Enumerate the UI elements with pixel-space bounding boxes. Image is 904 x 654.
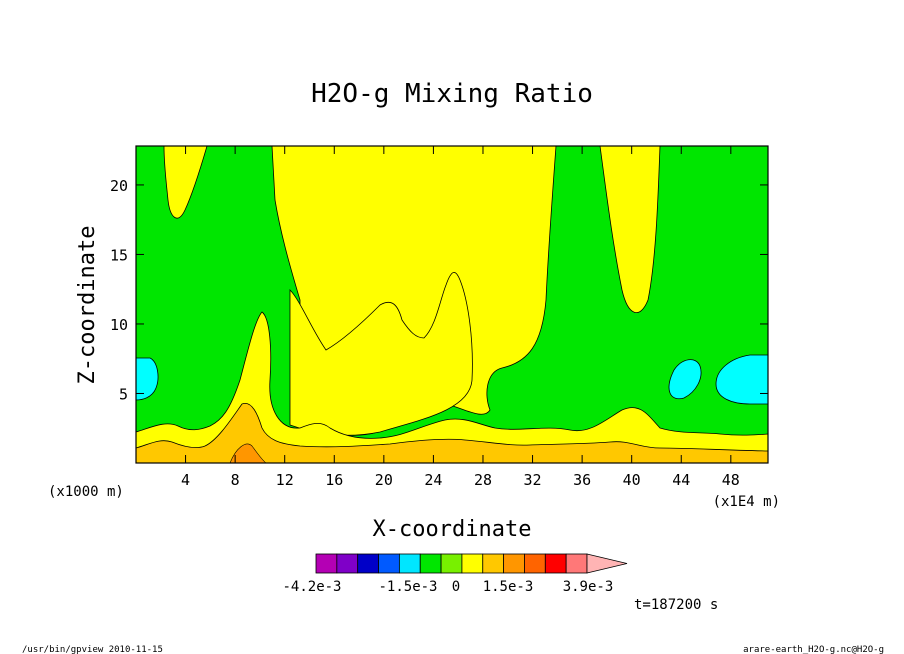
x-tick-label: 8 <box>231 471 240 489</box>
x-axis-label: X-coordinate <box>373 517 532 542</box>
x-tick-label: 20 <box>375 471 393 489</box>
y-tick-label: 10 <box>110 316 128 334</box>
y-tick-label: 5 <box>119 385 128 403</box>
colorbar-segment <box>503 553 525 574</box>
yellow-region-right <box>599 146 661 313</box>
colorbar <box>315 553 628 574</box>
x-tick-label: 24 <box>424 471 442 489</box>
colorbar-segment <box>565 553 588 574</box>
colorbar-tick-label: -4.2e-3 <box>282 579 341 595</box>
colorbar-tick-label: 0 <box>452 579 460 595</box>
plot-frame <box>135 145 769 464</box>
colorbar-segment <box>482 553 505 574</box>
yellow-region-lobes <box>289 271 473 436</box>
x-tick-label: 32 <box>524 471 542 489</box>
colorbar-segment <box>524 553 546 574</box>
y-tick-label: 20 <box>110 177 128 195</box>
cyan-region-left <box>136 357 159 401</box>
x-unit-label: (x1E4 m) <box>713 494 780 510</box>
colorbar-segment <box>378 553 400 574</box>
footer-right: arare-earth_H2O-g.nc@H2O-g <box>743 645 884 654</box>
x-tick-label: 28 <box>474 471 492 489</box>
cyan-region-right-large <box>715 354 768 405</box>
colorbar-segment <box>419 553 442 574</box>
x-tick-label: 12 <box>276 471 294 489</box>
x-axis-ticks: 4 8 12 16 20 24 28 32 36 40 44 48 <box>181 146 740 489</box>
orange-band <box>136 402 768 463</box>
yellow-region-left <box>163 146 208 219</box>
x-tick-label: 48 <box>722 471 740 489</box>
colorbar-segment <box>544 553 567 574</box>
x-tick-label: 36 <box>573 471 591 489</box>
y-tick-label: 15 <box>110 246 128 264</box>
colorbar-segment <box>315 553 338 574</box>
x-tick-label: 40 <box>623 471 641 489</box>
contour-field <box>136 146 768 463</box>
time-label: t=187200 s <box>634 597 718 613</box>
colorbar-tick-label: 3.9e-3 <box>563 579 614 595</box>
cyan-region-right-small <box>668 359 702 400</box>
y-axis-ticks: 5 10 15 20 <box>110 177 768 403</box>
colorbar-segment <box>398 553 421 574</box>
colorbar-tick-label: 1.5e-3 <box>483 579 534 595</box>
x-tick-label: 44 <box>672 471 690 489</box>
x-tick-label: 4 <box>181 471 190 489</box>
y-unit-label: (x1000 m) <box>48 484 124 500</box>
x-tick-label: 16 <box>325 471 343 489</box>
yellow-band-low <box>136 311 768 463</box>
colorbar-tick-labels: -4.2e-3 -1.5e-3 0 1.5e-3 3.9e-3 <box>282 579 613 595</box>
y-axis-label: Z-coordinate <box>75 226 100 385</box>
colorbar-tick-label: -1.5e-3 <box>378 579 437 595</box>
colorbar-segment <box>461 553 484 574</box>
colorbar-segment <box>440 553 463 574</box>
footer-left: /usr/bin/gpview 2010-11-15 <box>22 645 163 654</box>
dark-orange-spot <box>229 443 267 463</box>
chart-title: H2O-g Mixing Ratio <box>311 79 593 109</box>
colorbar-segment <box>357 553 379 574</box>
colorbar-segment <box>336 553 359 574</box>
colorbar-arrow <box>586 553 628 574</box>
